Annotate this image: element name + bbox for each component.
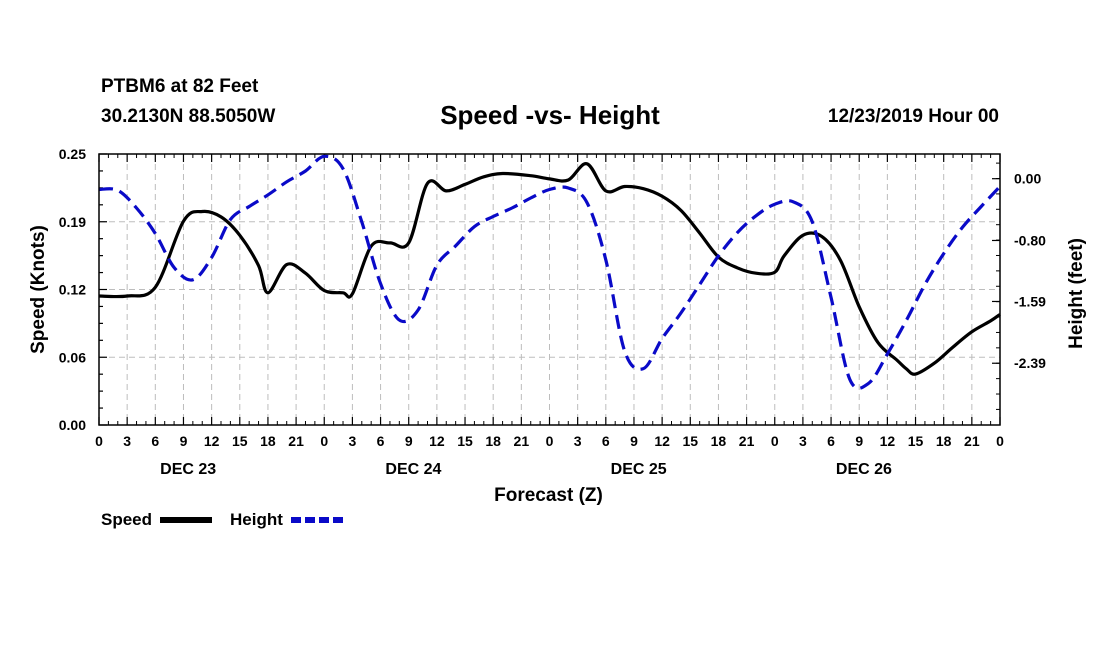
y-left-tick-label: 0.19 [59, 214, 86, 230]
y-left-tick-label: 0.06 [59, 349, 86, 365]
x-tick-label: 15 [682, 433, 698, 449]
series-speed-line [98, 162, 1001, 376]
y-right-tick-label: 0.00 [1014, 171, 1041, 187]
x-tick-label: 6 [827, 433, 835, 449]
station-label: PTBM6 at 82 Feet [101, 76, 259, 97]
x-tick-label: 9 [855, 433, 863, 449]
chart-title: Speed -vs- Height [440, 100, 660, 130]
plot-frame [98, 153, 1001, 426]
x-tick-label: 12 [429, 433, 445, 449]
y-left-tick-label: 0.00 [59, 417, 86, 433]
y-right-axis-label: Height (feet) [1066, 238, 1087, 349]
coordinates-label: 30.2130N 88.5050W [101, 106, 276, 127]
y-right-ticks: -2.39 -1.59 -0.80 0.00 [992, 162, 1046, 410]
y-right-tick-label: -2.39 [1014, 355, 1046, 371]
x-tick-label: 18 [485, 433, 501, 449]
x-tick-label: 0 [320, 433, 328, 449]
x-tick-label: 9 [630, 433, 638, 449]
x-tick-label: 15 [457, 433, 473, 449]
x-tick-label: 21 [964, 433, 980, 449]
day-label: DEC 24 [385, 461, 441, 478]
y-left-axis-label: Speed (Knots) [28, 225, 49, 354]
x-tick-label: 9 [405, 433, 413, 449]
x-tick-label: 18 [711, 433, 727, 449]
x-tick-label: 6 [377, 433, 385, 449]
y-right-tick-label: -0.80 [1014, 232, 1046, 248]
x-tick-label: 18 [260, 433, 276, 449]
series-lines [98, 154, 1002, 390]
datetime-label: 12/23/2019 Hour 00 [827, 106, 999, 127]
x-axis-label: Forecast (Z) [494, 485, 603, 506]
x-tick-label: 0 [95, 433, 103, 449]
x-tick-label: 0 [546, 433, 554, 449]
y-left-tick-label: 0.12 [59, 282, 86, 298]
x-tick-label: 0 [996, 433, 1004, 449]
x-tick-label: 6 [151, 433, 159, 449]
day-label: DEC 23 [160, 461, 216, 478]
y-left-ticks: 0.00 0.06 0.12 0.19 0.25 [59, 146, 107, 433]
x-tick-label: 0 [771, 433, 779, 449]
x-ticks: 0 3 6 9 12 15 18 21 0 3 6 9 12 15 18 21 0 3 6 9 12 15 18 21 0 3 6 9… [95, 154, 1004, 478]
legend: Speed Height [101, 510, 343, 529]
x-tick-label: 6 [602, 433, 610, 449]
legend-speed-label: Speed [101, 510, 152, 529]
x-tick-label: 15 [908, 433, 924, 449]
y-right-tick-label: -1.59 [1014, 293, 1046, 309]
x-tick-label: 18 [936, 433, 952, 449]
series-height-line [98, 154, 1002, 390]
x-tick-label: 9 [180, 433, 188, 449]
x-tick-label: 12 [880, 433, 896, 449]
x-tick-label: 3 [574, 433, 582, 449]
y-left-tick-label: 0.25 [59, 146, 86, 162]
x-tick-label: 21 [288, 433, 304, 449]
x-tick-label: 21 [739, 433, 755, 449]
x-tick-label: 12 [204, 433, 220, 449]
x-tick-label: 3 [123, 433, 131, 449]
gridlines [99, 154, 1000, 425]
x-tick-label: 15 [232, 433, 248, 449]
x-tick-label: 3 [349, 433, 357, 449]
legend-height-label: Height [230, 510, 283, 529]
x-tick-label: 12 [654, 433, 670, 449]
x-tick-label: 21 [514, 433, 530, 449]
day-label: DEC 25 [611, 461, 667, 478]
x-tick-label: 3 [799, 433, 807, 449]
day-label: DEC 26 [836, 461, 892, 478]
